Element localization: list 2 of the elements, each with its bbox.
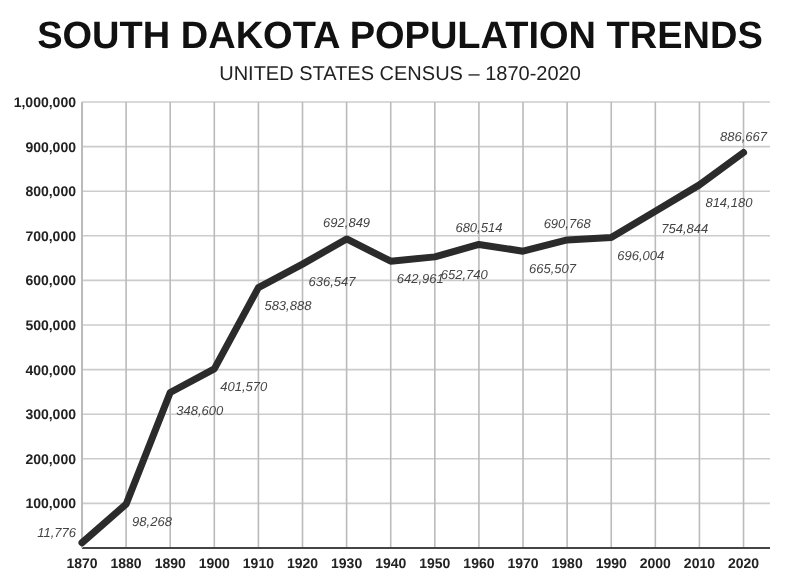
chart-subtitle: UNITED STATES CENSUS – 1870-2020 [219, 64, 582, 86]
chart-title: SOUTH DAKOTA POPULATION TRENDS [37, 16, 763, 58]
